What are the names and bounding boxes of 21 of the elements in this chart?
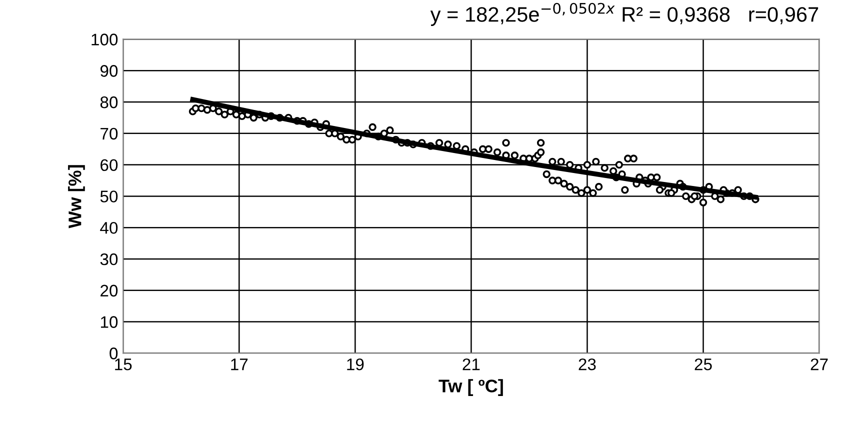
x-tick-label: 17 xyxy=(231,358,248,370)
y-tick-label: 90 xyxy=(100,65,118,77)
x-tick-label: 23 xyxy=(578,358,596,370)
y-tick-label: 60 xyxy=(100,159,118,172)
y-tick-label: 10 xyxy=(100,316,118,328)
y-tick-label: 100 xyxy=(92,34,118,46)
x-tick-label: 21 xyxy=(462,358,480,370)
chart-title: y = 182,25e$^{−0,0502x}$ R² = 0,9368 r=0,967 xyxy=(430,2,818,26)
y-tick-label: 80 xyxy=(100,96,118,108)
y-tick-label: 50 xyxy=(100,190,118,202)
y-tick-label: 40 xyxy=(100,222,118,234)
y-tick-label: 30 xyxy=(100,253,118,266)
y-tick-label: 0 xyxy=(110,348,118,360)
y-tick-label: 20 xyxy=(100,284,118,297)
x-tick-label: 19 xyxy=(347,358,364,370)
x-tick-label: 27 xyxy=(810,358,828,370)
x-axis-title: Tw [ ºC] xyxy=(438,379,503,396)
y-axis-title: Ww [%] xyxy=(68,165,85,228)
y-tick-label: 70 xyxy=(100,128,118,140)
x-tick-label: 15 xyxy=(115,358,132,370)
x-tick-label: 25 xyxy=(694,358,712,370)
